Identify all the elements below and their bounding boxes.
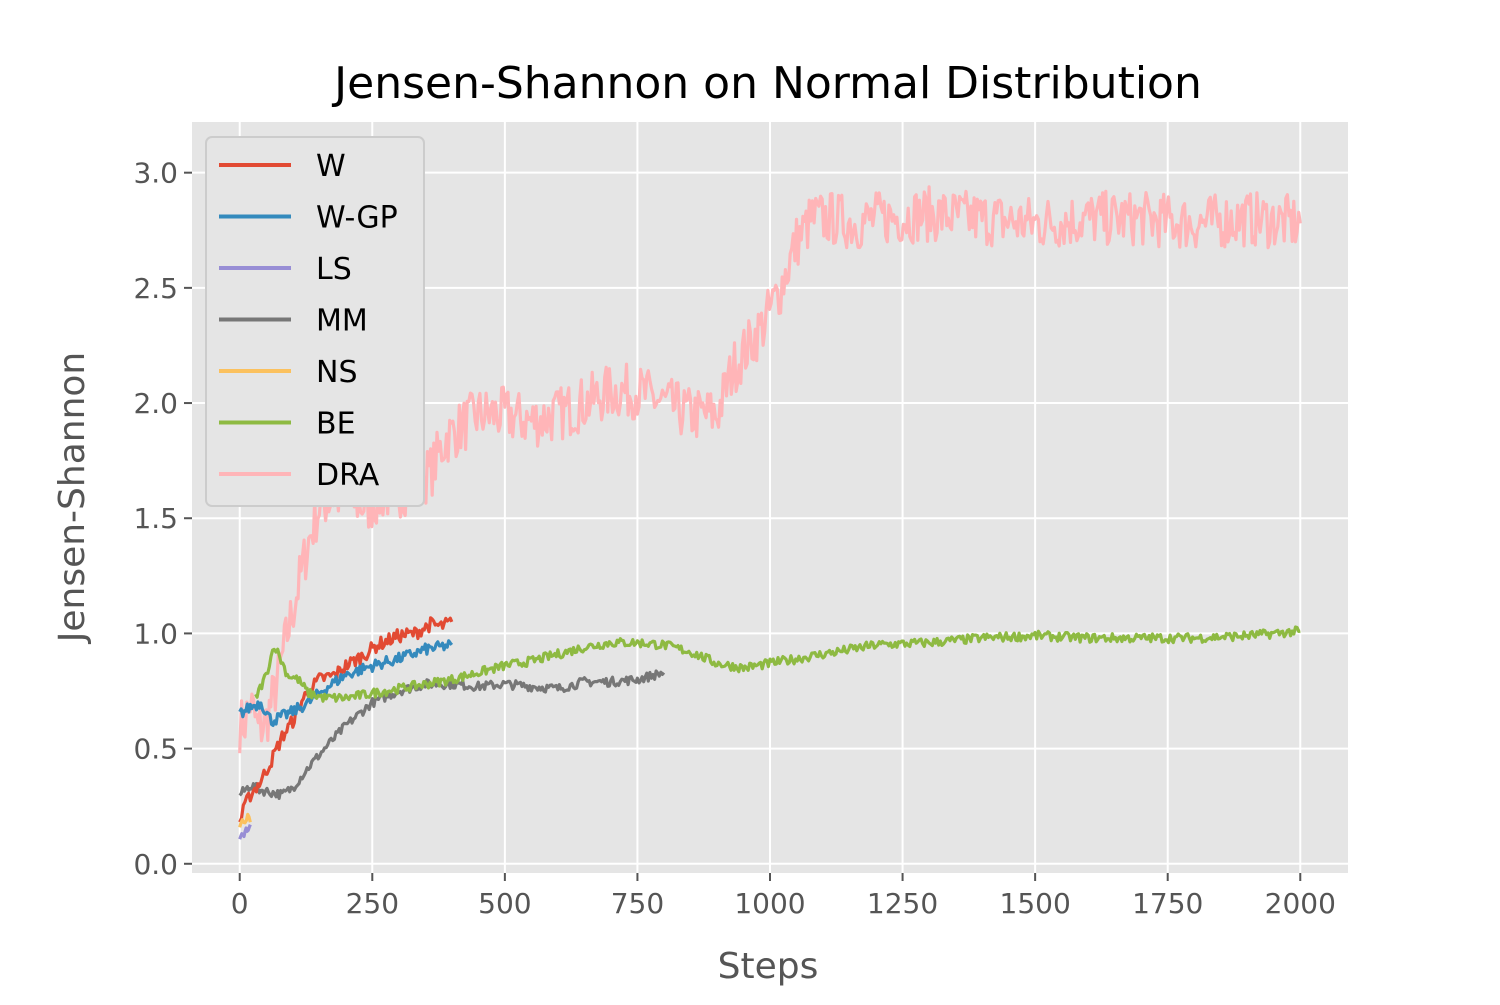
series-line-be bbox=[254, 625, 1301, 703]
x-tick-label: 1000 bbox=[734, 887, 805, 920]
y-axis-label: Jensen-Shannon bbox=[52, 352, 93, 645]
x-tick-label: 750 bbox=[611, 887, 664, 920]
chart-title: Jensen-Shannon on Normal Distribution bbox=[331, 58, 1202, 109]
legend-label-ls: LS bbox=[316, 252, 352, 287]
legend-label-w-gp: W-GP bbox=[316, 201, 398, 236]
series-line-w bbox=[238, 616, 454, 823]
legend-label-dra: DRA bbox=[316, 458, 380, 493]
y-tick-label: 0.5 bbox=[133, 733, 178, 766]
legend-label-w: W bbox=[316, 149, 346, 184]
series-line-w-gp bbox=[238, 639, 454, 728]
legend-label-mm: MM bbox=[316, 304, 368, 339]
grid-lines bbox=[192, 122, 1348, 873]
x-tick-label: 500 bbox=[478, 887, 531, 920]
legend-label-ns: NS bbox=[316, 355, 357, 390]
y-tick-label: 1.0 bbox=[133, 617, 178, 650]
series-line-ls bbox=[238, 824, 252, 840]
legend-box bbox=[205, 136, 425, 507]
y-axis-ticks: 0.0 0.5 1.0 1.5 2.0 2.5 3.0 bbox=[133, 157, 192, 881]
x-tick-label: 1250 bbox=[867, 887, 938, 920]
x-tick-label: 1750 bbox=[1132, 887, 1203, 920]
x-tick-label: 0 bbox=[231, 887, 249, 920]
series-line-ns bbox=[238, 812, 252, 828]
series-layer bbox=[238, 185, 1302, 840]
legend-label-be: BE bbox=[316, 407, 356, 442]
x-axis-label: Steps bbox=[718, 946, 819, 987]
x-tick-label: 1500 bbox=[1000, 887, 1071, 920]
y-tick-label: 2.5 bbox=[133, 272, 178, 305]
y-tick-label: 1.5 bbox=[133, 502, 178, 535]
y-tick-label: 2.0 bbox=[133, 387, 178, 420]
x-tick-label: 2000 bbox=[1265, 887, 1336, 920]
x-tick-label: 250 bbox=[346, 887, 399, 920]
legend: W W-GP LS MM NS BE DRA bbox=[205, 136, 425, 507]
y-tick-label: 3.0 bbox=[133, 157, 178, 190]
x-axis-ticks: 0 250 500 750 1000 1250 1500 1750 2000 bbox=[231, 873, 1336, 920]
y-tick-label: 0.0 bbox=[133, 848, 178, 881]
